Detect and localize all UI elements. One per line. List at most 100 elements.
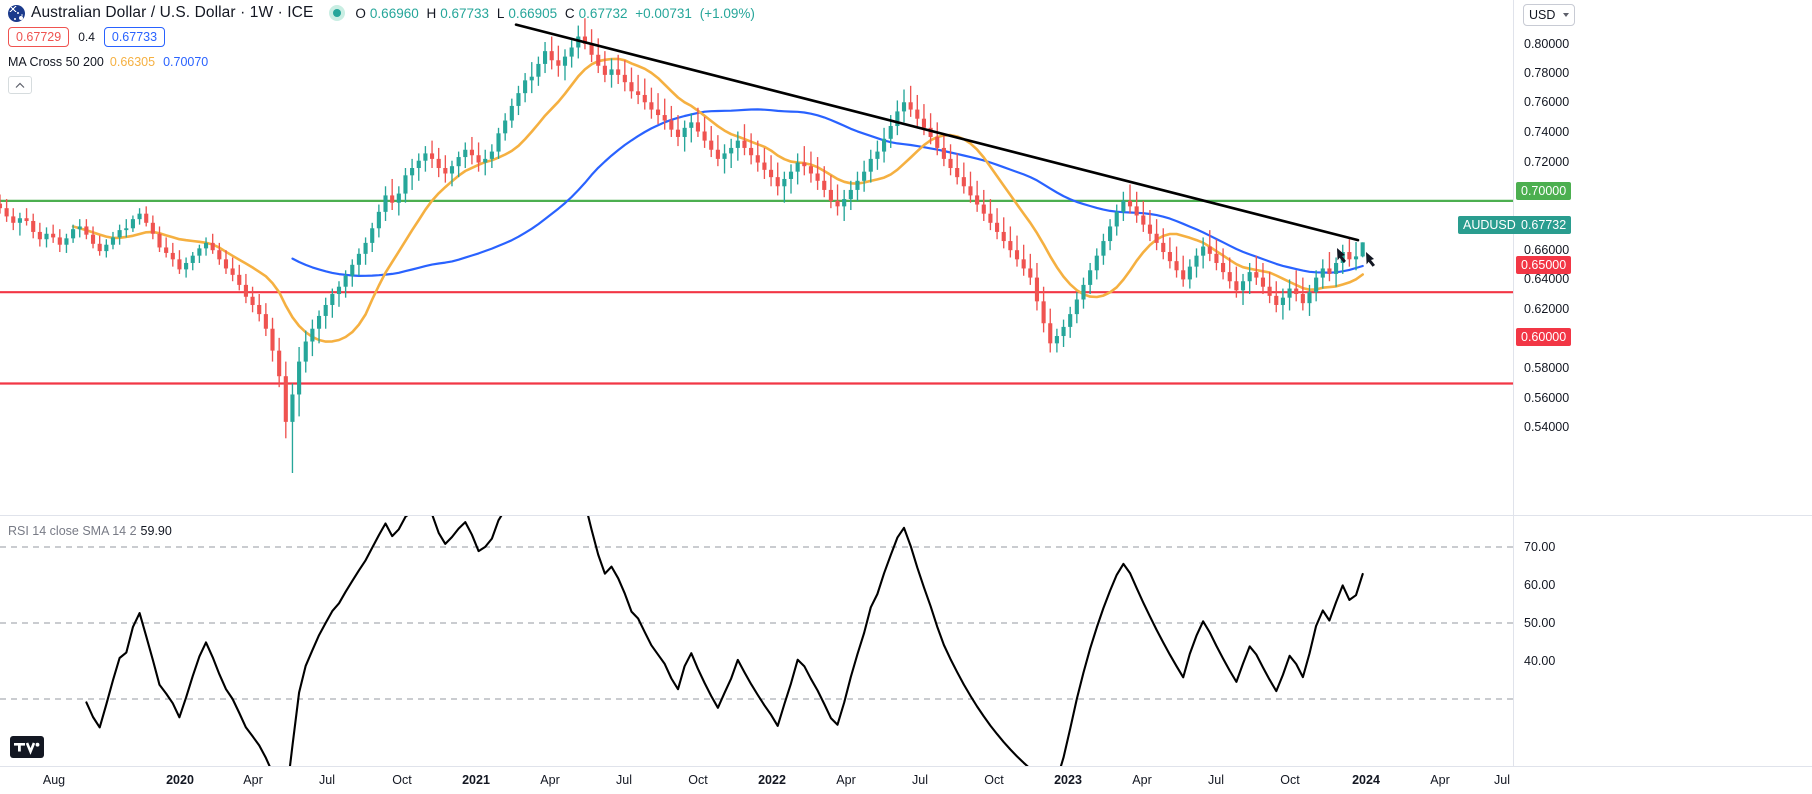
- candle-body: [383, 195, 388, 212]
- market-status-dot-icon[interactable]: [329, 5, 346, 21]
- ask-price[interactable]: 0.67733: [103, 27, 166, 47]
- high-label: H: [426, 5, 437, 21]
- candle-body: [795, 162, 800, 172]
- candle-series[interactable]: [0, 18, 1365, 473]
- candle-body: [562, 56, 568, 66]
- candle-body: [263, 314, 268, 329]
- candle-body: [1161, 242, 1166, 253]
- rsi-pane[interactable]: [0, 516, 1513, 766]
- candle-body: [343, 275, 348, 287]
- candle-body: [390, 195, 395, 203]
- trendline[interactable]: [514, 23, 1360, 242]
- candle-body: [270, 328, 275, 351]
- ohlc-values: O 0.66960 H 0.67733 L 0.66905 C 0.67732 +0.0…: [355, 6, 758, 21]
- time-tick-label: 2022: [758, 773, 786, 787]
- candle-body: [901, 102, 907, 112]
- change-percent: (+1.09%): [699, 5, 755, 21]
- candle-body: [755, 155, 760, 163]
- candle-body: [655, 109, 661, 116]
- candle-body: [71, 229, 76, 239]
- price-tick-label: 0.72000: [1524, 155, 1570, 169]
- candle-body: [483, 158, 488, 163]
- candle-body: [1108, 226, 1113, 242]
- candle-body: [403, 175, 408, 194]
- candle-body: [210, 242, 215, 251]
- candle-body: [1154, 233, 1159, 243]
- chart-legend: Australian Dollar / U.S. Dollar · 1W · I…: [8, 3, 759, 94]
- rsi-canvas[interactable]: [0, 516, 1513, 766]
- candle-body: [489, 151, 494, 159]
- candle-body: [0, 203, 3, 209]
- rsi-tick-label: 70.00: [1524, 540, 1556, 554]
- time-tick-label: Aug: [42, 773, 66, 787]
- candle-body: [975, 195, 980, 205]
- candle-body: [1214, 253, 1219, 263]
- price-axis[interactable]: USD 0.80000 0.78000 0.76000 0.74000 0.72000 0…: [1458, 0, 1812, 794]
- chevron-down-icon: [1563, 13, 1569, 17]
- candle-body: [117, 230, 122, 238]
- chevron-up-icon[interactable]: [8, 76, 32, 94]
- candle-body: [862, 171, 867, 181]
- currency-select[interactable]: USD: [1523, 4, 1575, 26]
- australia-flag-icon: [8, 4, 25, 22]
- price-tick-label: 0.78000: [1524, 66, 1570, 80]
- candle-body: [290, 394, 295, 422]
- bid-price[interactable]: 0.67729: [8, 27, 70, 47]
- time-tick-label: Oct: [392, 773, 412, 787]
- price-chart-pane[interactable]: [0, 0, 1513, 515]
- price-tick-label: 0.76000: [1524, 95, 1570, 109]
- ma-200-line: [291, 108, 1364, 277]
- candle-body: [1034, 277, 1040, 302]
- candle-body: [177, 259, 182, 270]
- currency-label: USD: [1529, 8, 1556, 22]
- symbol-row[interactable]: Australian Dollar / U.S. Dollar · 1W · I…: [8, 3, 759, 23]
- candle-body: [582, 36, 587, 44]
- candle-body: [762, 162, 767, 170]
- candle-body: [150, 222, 155, 234]
- candle-body: [1021, 259, 1026, 269]
- candle-body: [257, 304, 262, 315]
- tradingview-logo-icon[interactable]: [10, 736, 44, 758]
- candle-body: [1260, 277, 1266, 287]
- candle-body: [1247, 272, 1252, 282]
- candle-body: [782, 178, 787, 187]
- candle-body: [636, 91, 641, 95]
- candle-body: [1187, 266, 1192, 280]
- candle-body: [57, 237, 62, 245]
- rsi-tick-label: 50.00: [1524, 616, 1556, 630]
- price-tick-badge: 0.70000: [1516, 182, 1572, 200]
- candle-body: [1300, 294, 1305, 304]
- price-chart-canvas[interactable]: [0, 0, 1513, 515]
- candle-body: [882, 138, 887, 152]
- candle-body: [1274, 295, 1279, 305]
- candle-body: [476, 155, 481, 163]
- candle-body: [715, 149, 720, 159]
- close-label: C: [564, 5, 575, 21]
- cursor-arrow-icon: [1337, 248, 1346, 263]
- rsi-legend[interactable]: RSI 14 close SMA 14 2 59.90: [8, 524, 172, 538]
- time-axis[interactable]: Aug 2020 Apr Jul Oct 2021 Apr Jul Oct 2022 Apr Jul O…: [0, 766, 1812, 794]
- candle-body: [868, 158, 873, 172]
- ma-cross-indicator-row[interactable]: MA Cross 50 200 0.66305 0.70070: [8, 53, 759, 71]
- candle-body: [137, 213, 142, 220]
- price-tick-label: 0.58000: [1524, 361, 1570, 375]
- candle-body: [722, 153, 727, 159]
- symbol-title[interactable]: Australian Dollar / U.S. Dollar · 1W · I…: [31, 4, 314, 21]
- candle-body: [370, 228, 375, 243]
- candle-body: [303, 341, 308, 362]
- candle-body: [323, 304, 328, 316]
- candle-body: [170, 252, 175, 260]
- candle-body: [1088, 270, 1093, 285]
- candle-body: [1254, 272, 1259, 278]
- price-tick-label: 0.80000: [1524, 37, 1570, 51]
- candle-body: [1147, 224, 1153, 234]
- candle-body: [17, 218, 22, 223]
- candle-body: [895, 111, 900, 127]
- candle-body: [988, 213, 993, 223]
- time-tick-label: Apr: [1430, 773, 1450, 787]
- rsi-tick-label: 40.00: [1524, 654, 1556, 668]
- time-tick-label: Apr: [540, 773, 560, 787]
- candle-body: [1287, 288, 1292, 298]
- candle-body: [509, 105, 514, 121]
